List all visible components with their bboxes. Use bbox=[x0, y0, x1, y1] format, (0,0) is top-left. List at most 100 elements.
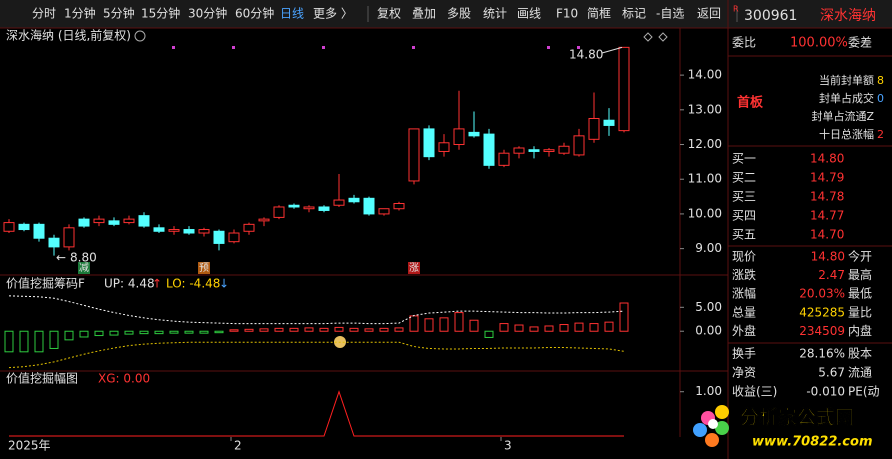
indicator-title: 价值挖掘筹码F bbox=[6, 276, 85, 291]
stat-value: 2.47 bbox=[818, 268, 845, 282]
candle-body bbox=[603, 119, 615, 126]
seal-label: 当前封单额 bbox=[819, 73, 874, 87]
toolbar-bg bbox=[0, 0, 892, 28]
toolbar-item[interactable]: F10 bbox=[556, 7, 578, 21]
high-arrow bbox=[601, 46, 623, 54]
chart-title: 深水海纳 (日线,前复权) bbox=[6, 28, 131, 43]
chip-bar bbox=[139, 330, 149, 335]
stat-label2: 股本 bbox=[848, 347, 872, 361]
stat-value: 14.80 bbox=[811, 250, 845, 264]
chip-bar bbox=[109, 330, 119, 336]
toolbar-item[interactable]: 5分钟 bbox=[103, 6, 135, 21]
stat-label2: 流通 bbox=[848, 366, 872, 380]
low-arrow: ← bbox=[56, 251, 66, 265]
chip-bar bbox=[589, 323, 599, 332]
y-tick-label: 13.00 bbox=[688, 102, 722, 116]
chip-bar bbox=[514, 324, 524, 332]
candle-body bbox=[228, 232, 240, 243]
candle-body bbox=[108, 220, 120, 225]
toolbar-item[interactable]: 简框 bbox=[587, 7, 611, 21]
candle-body bbox=[78, 218, 90, 227]
candle-body bbox=[573, 135, 585, 156]
chip-bar bbox=[574, 322, 584, 332]
menu-icon[interactable] bbox=[134, 30, 146, 42]
upper-line bbox=[8, 295, 625, 325]
view-icons[interactable] bbox=[643, 32, 668, 42]
chip-bar bbox=[619, 302, 629, 332]
toolbar-item[interactable]: -自选 bbox=[656, 7, 684, 21]
seal-label: 十日总涨幅 bbox=[819, 127, 874, 141]
toolbar-item[interactable]: 60分钟 bbox=[235, 6, 274, 21]
y-tick-label: 9.00 bbox=[695, 241, 722, 255]
chip-bar bbox=[424, 318, 434, 332]
seal-value: 0 bbox=[877, 92, 884, 105]
stat-label: 总量 bbox=[732, 305, 756, 319]
high-label: 14.80 bbox=[569, 48, 603, 62]
chip-bar bbox=[499, 323, 509, 332]
stat-value: 425285 bbox=[799, 305, 845, 319]
candle-body bbox=[63, 227, 75, 248]
toolbar-item[interactable]: 画线 bbox=[517, 7, 541, 21]
toolbar-item[interactable]: 分时 bbox=[32, 7, 56, 21]
x-tick-label: 2 bbox=[234, 439, 242, 453]
stat-label: 收益(三) bbox=[732, 385, 777, 399]
candle-body bbox=[123, 218, 135, 224]
candle-body bbox=[183, 229, 195, 234]
chip-bar bbox=[454, 312, 464, 332]
candle-body bbox=[18, 223, 30, 231]
toolbar-item[interactable]: 返回 bbox=[697, 7, 721, 21]
candle-body bbox=[423, 128, 435, 158]
candle-body bbox=[168, 229, 180, 232]
candle-body bbox=[153, 227, 165, 232]
toolbar-item[interactable]: 1分钟 bbox=[64, 6, 96, 21]
stat-label: 净资 bbox=[732, 366, 756, 380]
candle-body bbox=[33, 223, 45, 239]
toolbar-item[interactable]: 日线 bbox=[280, 7, 304, 21]
candle-body bbox=[348, 197, 360, 203]
toolbar-item[interactable]: 15分钟 bbox=[141, 6, 180, 21]
bid-label: 买五 bbox=[732, 228, 756, 242]
badge bbox=[78, 262, 90, 274]
chip-bar bbox=[544, 325, 554, 332]
candle-body bbox=[93, 218, 105, 224]
board: 首板 bbox=[737, 95, 764, 111]
candle-body bbox=[393, 203, 405, 210]
toolbar-item[interactable]: 标记 bbox=[622, 7, 646, 21]
chip-bar bbox=[364, 328, 374, 332]
stat-value: 28.16% bbox=[799, 347, 845, 361]
y-tick-label: 5.00 bbox=[695, 300, 722, 314]
stat-label: 涨幅 bbox=[732, 286, 756, 301]
stat-value: 5.67 bbox=[818, 366, 845, 380]
y-tick-label: 0.00 bbox=[695, 324, 722, 338]
chip-bar bbox=[229, 329, 239, 332]
candle-body bbox=[468, 131, 480, 137]
chip-bar bbox=[349, 327, 359, 332]
chip-bar bbox=[484, 330, 494, 338]
chip-bar bbox=[304, 327, 314, 332]
bid-value: 14.79 bbox=[810, 171, 844, 185]
chip-bar bbox=[244, 328, 254, 332]
toolbar-item[interactable]: 多股 bbox=[447, 7, 471, 21]
candle-body bbox=[213, 230, 225, 244]
toolbar-item[interactable]: 统计 bbox=[483, 7, 507, 21]
stat-label2: PE(动 bbox=[848, 385, 880, 399]
toolbar-item[interactable]: 30分钟 bbox=[188, 6, 227, 21]
toolbar-item[interactable]: 更多 〉 bbox=[313, 7, 353, 21]
toolbar-item[interactable]: 叠加 bbox=[412, 7, 436, 21]
candle-body bbox=[288, 204, 300, 208]
stat-value: 234509 bbox=[799, 324, 845, 338]
chip-bar bbox=[169, 330, 179, 334]
toolbar-item[interactable]: 复权 bbox=[377, 7, 401, 21]
chip-bar bbox=[124, 330, 134, 335]
stat-label2: 今开 bbox=[848, 249, 872, 264]
chip-bar bbox=[274, 327, 284, 332]
badge-label: 减 bbox=[79, 262, 89, 274]
chip-bar bbox=[259, 328, 269, 332]
candle-body bbox=[138, 215, 150, 227]
candle-body bbox=[453, 128, 465, 146]
chip-bar bbox=[4, 330, 14, 353]
bid-value: 14.78 bbox=[810, 190, 844, 204]
x-tick-label: 3 bbox=[504, 439, 512, 453]
y-tick-label: 1.00 bbox=[695, 384, 722, 398]
